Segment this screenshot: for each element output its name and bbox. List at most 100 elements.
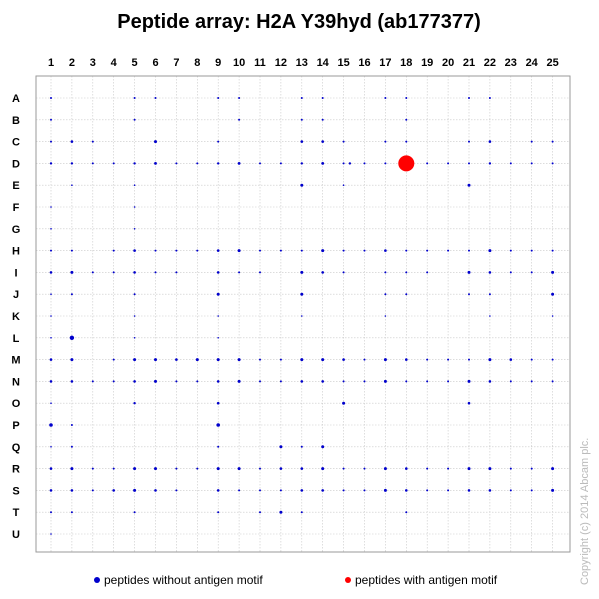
data-point-without-motif [467, 183, 471, 187]
data-point-without-motif [70, 249, 73, 252]
row-tick-label: S [12, 485, 19, 497]
data-point-without-motif [217, 140, 220, 143]
data-point-without-motif [426, 358, 429, 361]
data-point-without-motif [530, 140, 533, 143]
data-point-without-motif [112, 489, 115, 492]
data-point-without-motif [216, 292, 220, 296]
column-tick-label: 17 [379, 57, 391, 69]
data-point-without-motif [426, 467, 429, 470]
data-point-without-motif [70, 511, 73, 514]
data-point-without-motif [468, 140, 470, 143]
data-point-without-motif [551, 249, 554, 252]
data-point-without-motif [489, 315, 491, 317]
column-tick-label: 24 [526, 57, 539, 69]
data-point-without-motif [70, 293, 73, 296]
data-point-without-motif [259, 489, 261, 492]
data-point-without-motif [405, 511, 408, 514]
data-point-without-motif [279, 162, 282, 165]
data-point-without-motif [405, 489, 408, 492]
data-point-without-motif [551, 270, 555, 274]
data-point-without-motif [238, 118, 241, 121]
data-point-without-motif [175, 249, 178, 252]
data-point-without-motif [237, 379, 241, 383]
data-point-without-motif [154, 162, 157, 165]
data-point-without-motif [216, 249, 220, 252]
data-point-without-motif [216, 380, 220, 383]
data-point-without-motif [133, 402, 136, 405]
plot-frame [35, 75, 571, 553]
data-point-without-motif [551, 358, 554, 361]
row-tick-label: E [12, 180, 19, 192]
data-point-without-motif [133, 467, 137, 471]
data-point-without-motif [154, 489, 157, 492]
data-point-without-motif [70, 270, 74, 274]
data-point-without-motif [405, 97, 408, 99]
data-point-without-motif [216, 423, 220, 427]
data-point-without-motif [259, 380, 261, 383]
data-point-without-motif [509, 489, 512, 492]
data-point-without-motif [49, 271, 53, 274]
data-point-without-motif [383, 358, 387, 362]
data-point-without-motif [91, 380, 94, 383]
data-point-without-motif [384, 97, 387, 99]
data-point-without-motif [91, 467, 94, 470]
data-point-without-motif [50, 315, 52, 317]
data-point-without-motif [383, 467, 387, 471]
column-tick-label: 23 [505, 57, 517, 69]
data-point-without-motif [300, 292, 304, 296]
data-point-without-motif [50, 118, 52, 121]
data-point-without-motif [342, 401, 346, 405]
data-point-without-motif [300, 97, 303, 99]
data-point-without-motif [551, 162, 554, 165]
data-point-without-motif [321, 162, 325, 165]
data-point-without-motif [133, 337, 136, 339]
data-point-without-motif [49, 423, 53, 427]
data-point-without-motif [133, 228, 136, 230]
data-point-without-motif [447, 249, 450, 252]
row-tick-label: M [11, 355, 20, 367]
data-point-without-motif [384, 293, 387, 296]
data-point-without-motif [488, 358, 492, 362]
data-point-without-motif [259, 467, 261, 470]
data-point-without-motif [196, 467, 199, 470]
data-point-without-motif [300, 511, 303, 514]
data-point-without-motif [447, 162, 450, 165]
column-tick-label: 21 [463, 57, 475, 69]
data-point-without-motif [509, 380, 512, 383]
data-point-without-motif [216, 401, 220, 405]
data-point-without-motif [217, 97, 220, 99]
data-point-without-motif [300, 445, 303, 448]
column-tick-label: 1 [48, 57, 54, 69]
data-point-without-motif [216, 358, 220, 362]
data-point-without-motif [91, 162, 94, 165]
data-point-without-motif [488, 293, 491, 296]
data-point-without-motif [196, 380, 199, 383]
row-tick-label: Q [12, 442, 21, 454]
data-point-without-motif [321, 118, 324, 121]
data-point-without-motif [71, 184, 73, 186]
row-tick-label: B [12, 115, 20, 127]
data-point-without-motif [70, 489, 74, 492]
row-tick-label: L [13, 333, 20, 345]
data-point-without-motif [321, 140, 325, 143]
data-point-without-motif [279, 380, 282, 383]
data-point-without-motif [488, 489, 492, 492]
data-point-without-motif [133, 293, 136, 296]
row-tick-label: N [12, 376, 20, 388]
data-point-without-motif [509, 467, 512, 470]
data-point-without-motif [50, 402, 52, 405]
data-point-without-motif [237, 358, 241, 362]
data-point-without-motif [133, 249, 136, 252]
data-point-without-motif [133, 97, 136, 99]
data-point-without-motif [383, 379, 387, 383]
data-point-without-motif [154, 97, 157, 99]
chart-title: Peptide array: H2A Y39hyd (ab177377) [117, 11, 481, 33]
data-point-without-motif [426, 249, 429, 252]
column-tick-label: 8 [194, 57, 200, 69]
data-point-without-motif [70, 424, 73, 426]
data-point-without-motif [279, 510, 283, 514]
data-point-without-motif [133, 488, 137, 492]
data-point-without-motif [342, 162, 345, 165]
data-point-without-motif [530, 162, 533, 165]
legend-label-with-motif: peptides with antigen motif [355, 573, 498, 587]
